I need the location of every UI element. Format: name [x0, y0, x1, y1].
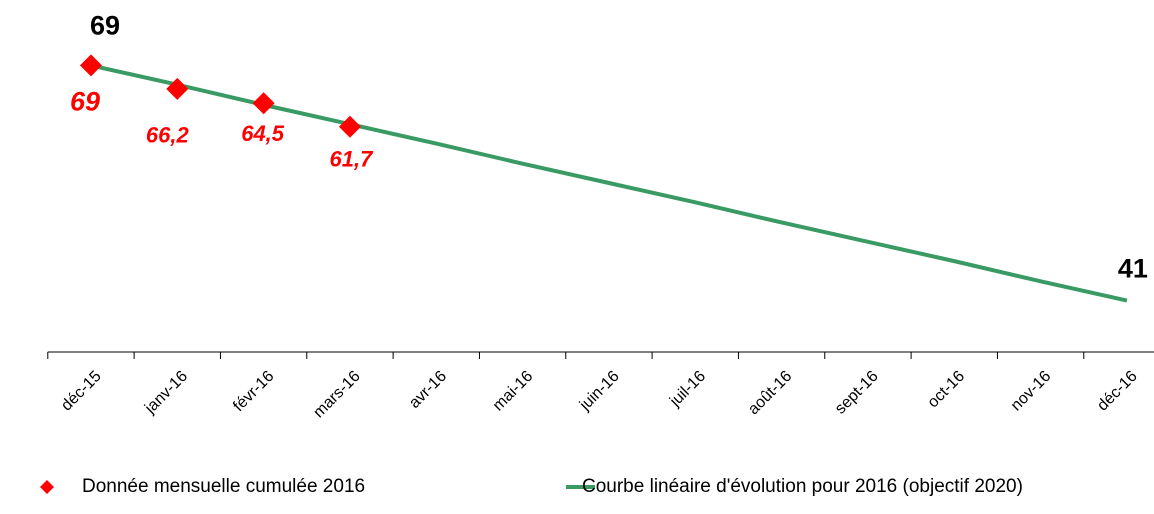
x-tick-label: oct-16: [925, 368, 969, 412]
data-point: [79, 54, 102, 77]
x-tick-label: févr-16: [230, 368, 277, 415]
x-tick-label: déc-16: [1094, 368, 1141, 415]
x-tick-label: avr-16: [406, 368, 450, 412]
x-tick-label: juil-16: [666, 368, 709, 411]
endpoint-label: 69: [90, 11, 120, 41]
x-tick-label: nov-16: [1008, 368, 1055, 415]
data-label: 66,2: [146, 123, 190, 148]
x-tick-label: janv-16: [141, 368, 191, 418]
x-tick-label: déc-15: [58, 368, 105, 415]
data-label: 61,7: [330, 147, 375, 172]
data-point: [338, 115, 361, 138]
x-tick-label: sept-16: [832, 368, 882, 418]
data-point: [166, 77, 189, 100]
trend-line: [90, 63, 1128, 303]
x-tick-label: mars-16: [310, 368, 364, 422]
data-label: 69: [70, 87, 100, 117]
legend-label: Courbe linéaire d'évolution pour 2016 (o…: [582, 476, 1023, 497]
x-tick-label: mai-16: [490, 368, 537, 415]
x-tick-label: août-16: [745, 368, 795, 418]
data-label: 64,5: [241, 121, 285, 146]
legend-marker: [40, 480, 54, 494]
legend-label: Donnée mensuelle cumulée 2016: [82, 476, 365, 497]
endpoint-label: 41: [1118, 254, 1148, 284]
x-tick-label: juin-16: [576, 368, 623, 415]
data-point: [252, 92, 275, 115]
